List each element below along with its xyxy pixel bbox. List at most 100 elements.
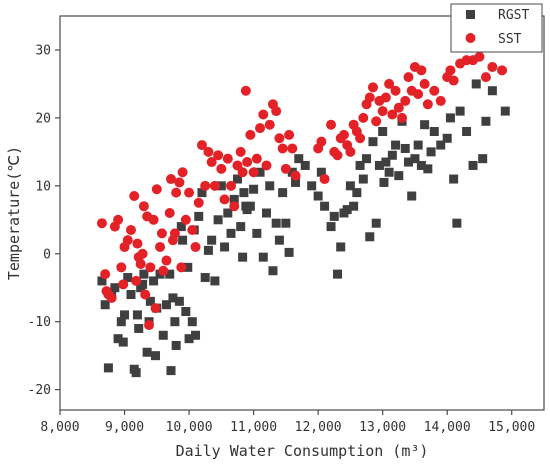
rgst-point bbox=[468, 160, 478, 170]
rgst-point bbox=[487, 86, 497, 96]
rgst-point bbox=[120, 310, 130, 320]
sst-point bbox=[416, 65, 427, 76]
rgst-point bbox=[349, 201, 359, 211]
sst-point bbox=[358, 112, 369, 123]
rgst-point bbox=[368, 137, 378, 147]
rgst-point bbox=[478, 154, 488, 164]
sst-point bbox=[367, 82, 378, 93]
rgst-point bbox=[313, 191, 323, 201]
sst-point bbox=[216, 163, 227, 174]
sst-point bbox=[176, 262, 187, 273]
sst-point bbox=[393, 102, 404, 113]
sst-point bbox=[165, 174, 176, 185]
rgst-point bbox=[168, 293, 178, 303]
sst-point bbox=[261, 160, 272, 171]
sst-point bbox=[161, 255, 172, 266]
sst-point bbox=[319, 174, 330, 185]
rgst-point bbox=[462, 126, 472, 136]
sst-point bbox=[180, 214, 191, 225]
sst-point bbox=[135, 258, 146, 269]
legend-marker-rgst bbox=[466, 10, 475, 19]
sst-point bbox=[232, 160, 243, 171]
rgst-point bbox=[236, 222, 246, 232]
rgst-point bbox=[284, 247, 294, 257]
rgst-point bbox=[123, 273, 133, 283]
series-sst bbox=[96, 51, 508, 331]
rgst-point bbox=[429, 126, 439, 136]
sst-point bbox=[397, 112, 408, 123]
sst-point bbox=[403, 72, 414, 83]
legend: RGST SST bbox=[450, 3, 543, 53]
y-tick-label: -10 bbox=[28, 315, 51, 330]
rgst-point bbox=[149, 276, 159, 286]
sst-point bbox=[387, 109, 398, 120]
sst-point bbox=[377, 106, 388, 117]
sst-point bbox=[125, 224, 136, 235]
sst-point bbox=[174, 177, 185, 188]
rgst-point bbox=[161, 300, 171, 310]
sst-point bbox=[326, 119, 337, 130]
x-tick-label: 10,000 bbox=[166, 420, 213, 435]
rgst-point bbox=[142, 347, 152, 357]
rgst-point bbox=[223, 208, 233, 218]
rgst-point bbox=[281, 218, 291, 228]
rgst-point bbox=[216, 181, 226, 191]
sst-point bbox=[284, 129, 295, 140]
sst-point bbox=[264, 119, 275, 130]
legend-label-rgst: RGST bbox=[498, 8, 529, 23]
x-axis: 8,000 9,000 10,000 11,000 12,000 13,000 14,000… bbox=[40, 410, 535, 435]
sst-point bbox=[140, 289, 151, 300]
sst-point bbox=[164, 208, 175, 218]
rgst-point bbox=[420, 120, 430, 130]
rgst-point bbox=[329, 211, 339, 221]
sst-point bbox=[122, 235, 133, 246]
rgst-point bbox=[171, 340, 181, 350]
sst-point bbox=[177, 167, 188, 178]
rgst-point bbox=[191, 330, 201, 340]
rgst-point bbox=[378, 126, 388, 136]
sst-point bbox=[196, 140, 207, 151]
rgst-point bbox=[176, 222, 186, 232]
rgst-point bbox=[238, 252, 248, 262]
sst-point bbox=[237, 167, 248, 178]
sst-point bbox=[497, 65, 508, 76]
rgst-point bbox=[226, 228, 236, 238]
rgst-point bbox=[255, 167, 265, 177]
rgst-point bbox=[118, 337, 128, 347]
sst-point bbox=[338, 129, 349, 140]
rgst-point bbox=[291, 177, 301, 187]
rgst-point bbox=[97, 276, 107, 286]
sst-point bbox=[445, 65, 456, 76]
rgst-point bbox=[403, 157, 413, 167]
rgst-point bbox=[174, 296, 184, 306]
rgst-point bbox=[268, 266, 278, 276]
rgst-point bbox=[170, 317, 180, 327]
rgst-point bbox=[200, 273, 210, 283]
rgst-point bbox=[166, 366, 176, 376]
rgst-point bbox=[471, 79, 481, 89]
y-tick-label: 0 bbox=[43, 247, 51, 262]
rgst-point bbox=[213, 215, 223, 225]
sst-point bbox=[116, 262, 127, 273]
rgst-point bbox=[381, 157, 391, 167]
sst-point bbox=[384, 78, 395, 89]
rgst-point bbox=[139, 269, 149, 279]
sst-point bbox=[209, 180, 220, 191]
sst-point bbox=[448, 75, 459, 86]
rgst-point bbox=[103, 363, 113, 373]
sst-point bbox=[380, 92, 391, 103]
rgst-point bbox=[232, 174, 242, 184]
sst-point bbox=[290, 170, 301, 181]
rgst-point bbox=[365, 232, 375, 242]
sst-point bbox=[400, 95, 411, 106]
rgst-point bbox=[194, 211, 204, 221]
rgst-point bbox=[274, 235, 284, 245]
rgst-point bbox=[252, 228, 262, 238]
sst-point bbox=[240, 85, 251, 96]
rgst-point bbox=[258, 252, 268, 262]
rgst-point bbox=[442, 133, 452, 143]
sst-point bbox=[155, 241, 166, 252]
rgst-point bbox=[379, 177, 389, 187]
sst-point bbox=[251, 153, 262, 164]
sst-point bbox=[242, 157, 253, 168]
